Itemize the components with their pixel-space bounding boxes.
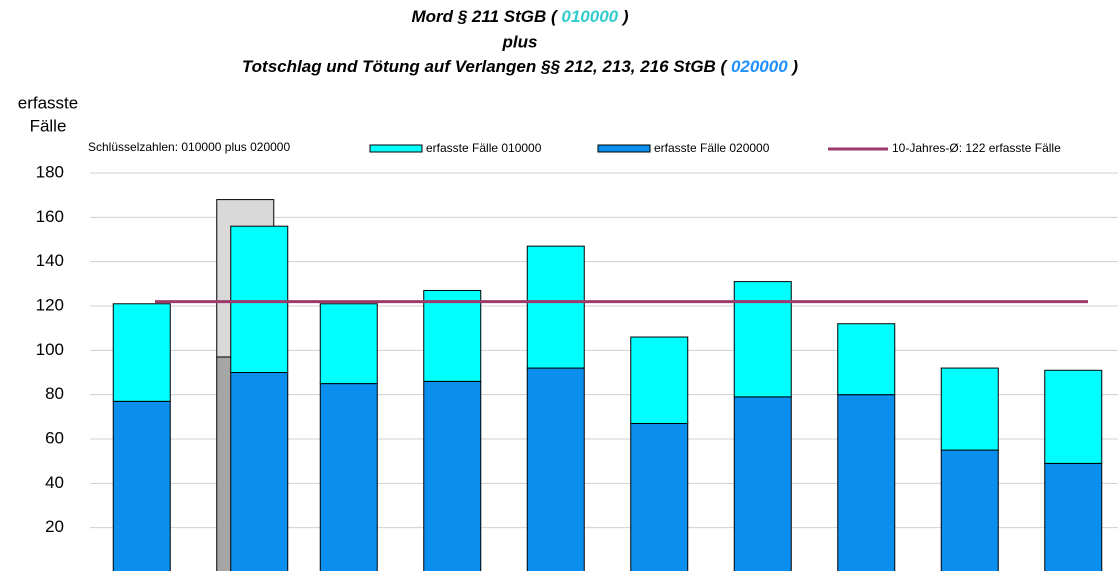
y-tick-label: 40 bbox=[45, 473, 64, 492]
title-part: Totschlag und Tötung auf Verlangen §§ 21… bbox=[242, 57, 731, 76]
y-tick-label: 120 bbox=[36, 295, 64, 314]
bar-segment bbox=[630, 336, 689, 424]
bar-segment bbox=[1044, 369, 1103, 464]
bar-segment bbox=[837, 394, 896, 571]
bar-segment bbox=[940, 449, 999, 571]
title-code: 020000 bbox=[731, 57, 788, 76]
bar-segment bbox=[319, 303, 378, 385]
bar-segment bbox=[630, 422, 689, 571]
bar-segment bbox=[423, 289, 482, 382]
title-line2: plus bbox=[502, 32, 538, 51]
title-part: ) bbox=[618, 7, 629, 26]
bar-segment bbox=[526, 245, 585, 369]
legend-swatch bbox=[369, 144, 423, 153]
legend-label: erfasste Fälle 020000 bbox=[654, 141, 770, 155]
y-axis-label: erfasste bbox=[18, 93, 78, 112]
bar-segment bbox=[837, 323, 896, 396]
bar-segment bbox=[733, 396, 792, 571]
bar-segment bbox=[230, 372, 289, 571]
bar-segment bbox=[733, 281, 792, 398]
bar-segment bbox=[423, 380, 482, 571]
legend-swatch bbox=[597, 144, 651, 153]
bar-segment bbox=[940, 367, 999, 451]
title-line3: Totschlag und Tötung auf Verlangen §§ 21… bbox=[242, 57, 798, 76]
y-tick-label: 20 bbox=[45, 517, 64, 536]
bar-segment bbox=[230, 225, 289, 373]
legend-label: erfasste Fälle 010000 bbox=[426, 141, 542, 155]
y-tick-label: 100 bbox=[36, 340, 64, 359]
bar-segment bbox=[319, 383, 378, 571]
y-tick-label: 160 bbox=[36, 207, 64, 226]
y-axis-label: Fälle bbox=[30, 116, 67, 135]
y-tick-label: 140 bbox=[36, 251, 64, 270]
y-tick-label: 80 bbox=[45, 384, 64, 403]
y-tick-label: 180 bbox=[36, 162, 64, 181]
bar-segment bbox=[112, 400, 171, 571]
title-line1: Mord § 211 StGB ( 010000 ) bbox=[411, 7, 628, 26]
title-part: Mord § 211 StGB ( bbox=[411, 7, 561, 26]
legend-label: 10-Jahres-Ø: 122 erfasste Fälle bbox=[892, 141, 1061, 155]
title-part: ) bbox=[788, 57, 799, 76]
legend-note: Schlüsselzahlen: 010000 plus 020000 bbox=[88, 140, 290, 154]
bar-segment bbox=[112, 303, 171, 402]
bar-segment bbox=[1044, 462, 1103, 571]
title-code: 010000 bbox=[561, 7, 618, 26]
y-tick-label: 60 bbox=[45, 428, 64, 447]
bar-segment bbox=[526, 367, 585, 571]
